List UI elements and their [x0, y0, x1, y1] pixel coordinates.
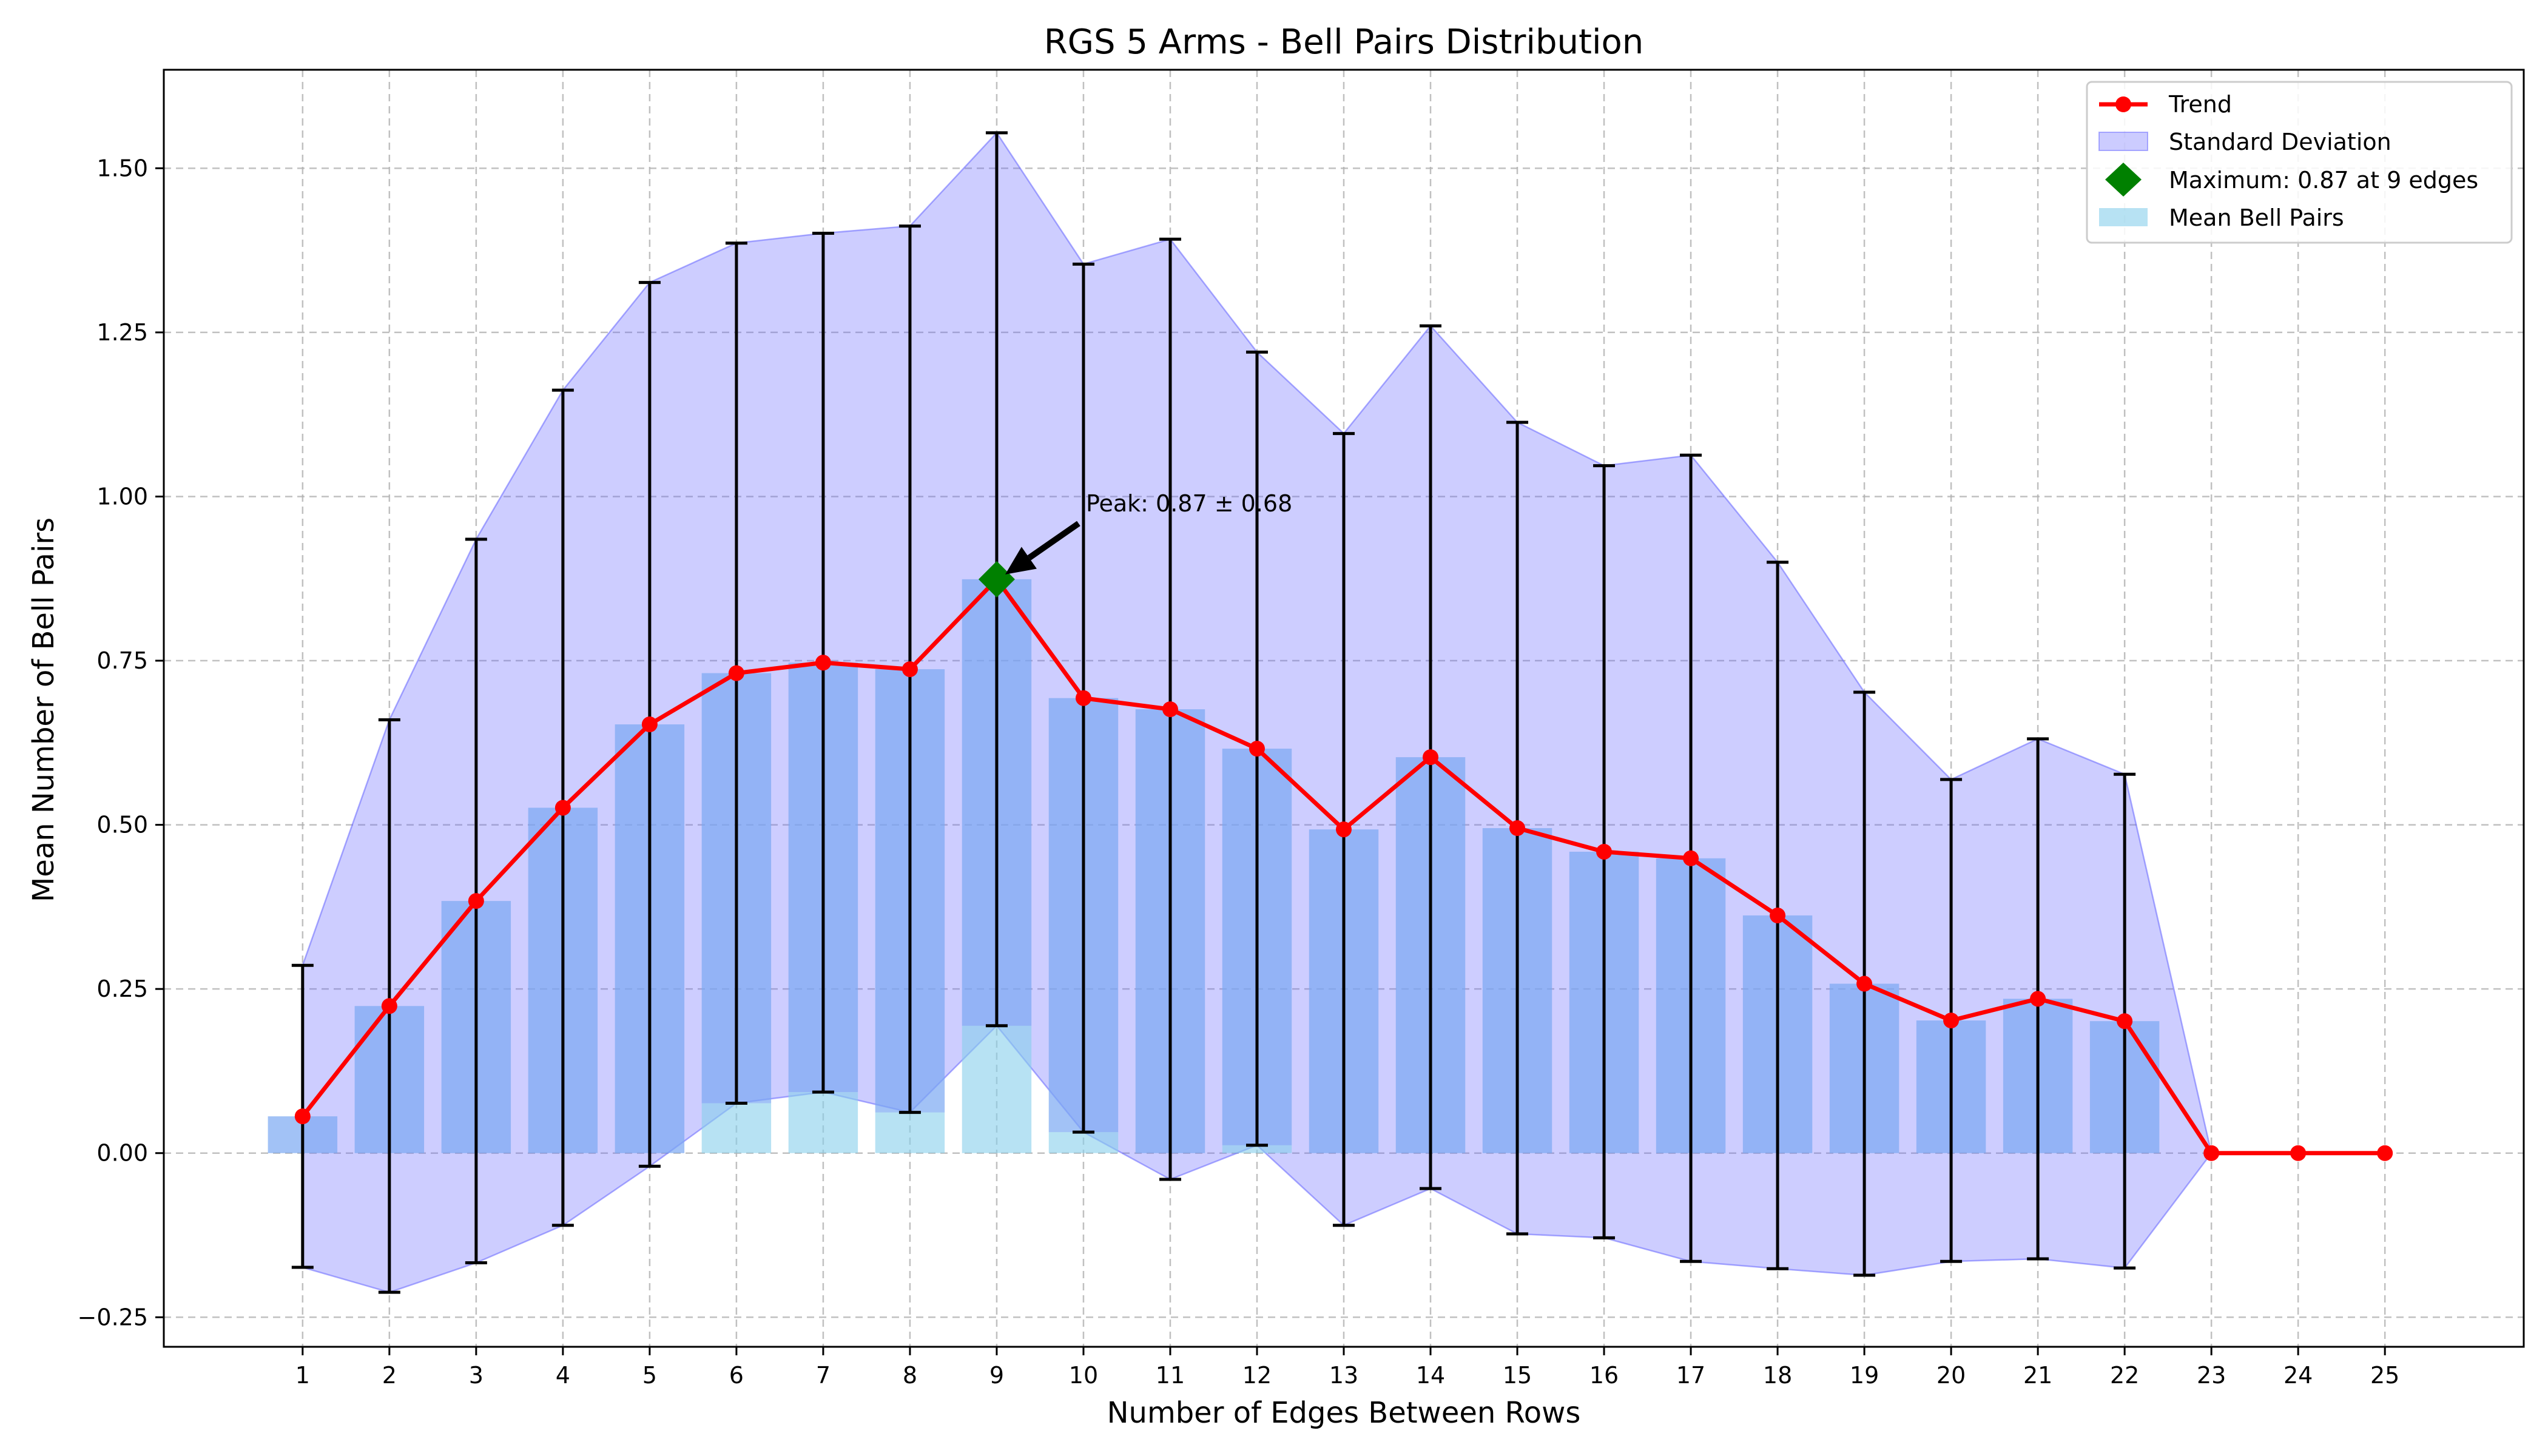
trend-point [2117, 1013, 2133, 1030]
annotation-arrow-line [1027, 521, 1080, 561]
trend-point [1596, 843, 1613, 860]
x-tick-label: 9 [989, 1362, 1004, 1389]
trend-point [2290, 1145, 2307, 1161]
x-tick-label: 1 [295, 1362, 310, 1389]
trend-point [1943, 1013, 1960, 1029]
x-tick-label: 14 [1416, 1362, 1445, 1389]
trend-point [468, 893, 484, 909]
legend-bars-swatch [2099, 208, 2148, 226]
y-tick-label: 1.00 [96, 483, 148, 510]
maximum-marker [978, 561, 1015, 598]
x-tick-label: 20 [1936, 1362, 1966, 1389]
x-tick-label: 8 [903, 1362, 917, 1389]
trend-line [294, 571, 2393, 1161]
trend-point [1336, 821, 1352, 838]
trend-point [1856, 976, 1873, 992]
y-tick-label: 0.00 [96, 1140, 148, 1167]
x-tick-label: 6 [729, 1362, 744, 1389]
trend-point [815, 655, 831, 671]
legend-trend-dot [2115, 96, 2131, 112]
y-axis-title: Mean Number of Bell Pairs [27, 517, 61, 902]
chart-title: RGS 5 Arms - Bell Pairs Distribution [1044, 22, 1644, 62]
x-tick-label: 5 [642, 1362, 657, 1389]
x-tick-label: 12 [1242, 1362, 1272, 1389]
trend-point [1509, 820, 1526, 837]
y-tick-label: −0.25 [78, 1304, 148, 1330]
x-tick-label: 2 [382, 1362, 397, 1389]
x-tick-label: 13 [1329, 1362, 1358, 1389]
legend-std-swatch [2098, 132, 2148, 151]
trend-point [294, 1108, 311, 1125]
trend-point [2377, 1145, 2393, 1161]
x-tick-label: 22 [2110, 1362, 2139, 1389]
x-axis-title: Number of Edges Between Rows [1107, 1396, 1581, 1430]
x-tick-label: 17 [1676, 1362, 1705, 1389]
x-tick-label: 24 [2283, 1362, 2313, 1389]
trend-point [728, 665, 744, 681]
x-tick-label: 25 [2370, 1362, 2399, 1389]
y-axis-ticks: −0.25 0.00 0.25 0.50 0.75 1.00 1.25 1.50 [78, 155, 164, 1330]
trend-point [1249, 741, 1265, 757]
x-tick-label: 18 [1763, 1362, 1792, 1389]
x-tick-label: 21 [2023, 1362, 2052, 1389]
x-tick-label: 3 [469, 1362, 484, 1389]
trend-point [1075, 690, 1091, 706]
x-tick-label: 10 [1069, 1362, 1098, 1389]
trend-point [1162, 701, 1178, 718]
trend-point [381, 998, 397, 1014]
trend-point [1770, 907, 1786, 923]
x-tick-label: 23 [2197, 1362, 2226, 1389]
legend-box [2086, 81, 2513, 244]
x-tick-label: 7 [816, 1362, 831, 1389]
y-tick-label: 0.25 [96, 976, 148, 1002]
legend-maximum-label: Maximum: 0.87 at 9 edges [2169, 167, 2478, 194]
y-tick-label: 1.25 [96, 319, 148, 346]
x-tick-label: 4 [556, 1362, 570, 1389]
trend-point [1423, 749, 1439, 766]
annotation-arrow-head [1005, 547, 1037, 575]
trend-point [1683, 850, 1699, 866]
legend-bars-label: Mean Bell Pairs [2169, 204, 2344, 231]
x-axis-ticks: 1 2 3 4 5 6 7 8 9 10 11 12 13 14 15 16 17 18 19 20 21 22 23 24 2… [295, 1347, 2399, 1389]
peak-annotation: Peak: 0.87 ± 0.68 [1005, 490, 1292, 575]
annotation-label: Peak: 0.87 ± 0.68 [1086, 490, 1292, 517]
legend-std-label: Standard Deviation [2169, 129, 2391, 155]
x-tick-label: 19 [1850, 1362, 1879, 1389]
trend-point [2203, 1145, 2220, 1161]
legend-trend-label: Trend [2168, 91, 2232, 118]
legend-maximum-swatch [2105, 163, 2142, 197]
y-tick-label: 0.50 [96, 812, 148, 838]
y-tick-label: 0.75 [96, 647, 148, 674]
legend: Trend Standard Deviation Maximum: 0.87 a… [2086, 81, 2513, 244]
x-tick-label: 11 [1156, 1362, 1185, 1389]
trend-point [2030, 991, 2046, 1007]
trend-point [902, 661, 918, 678]
trend-point [641, 716, 658, 733]
maximum-diamond [978, 561, 1015, 598]
x-tick-label: 15 [1503, 1362, 1532, 1389]
x-tick-label: 16 [1589, 1362, 1619, 1389]
trend-point [554, 800, 571, 816]
y-tick-label: 1.50 [96, 155, 148, 181]
